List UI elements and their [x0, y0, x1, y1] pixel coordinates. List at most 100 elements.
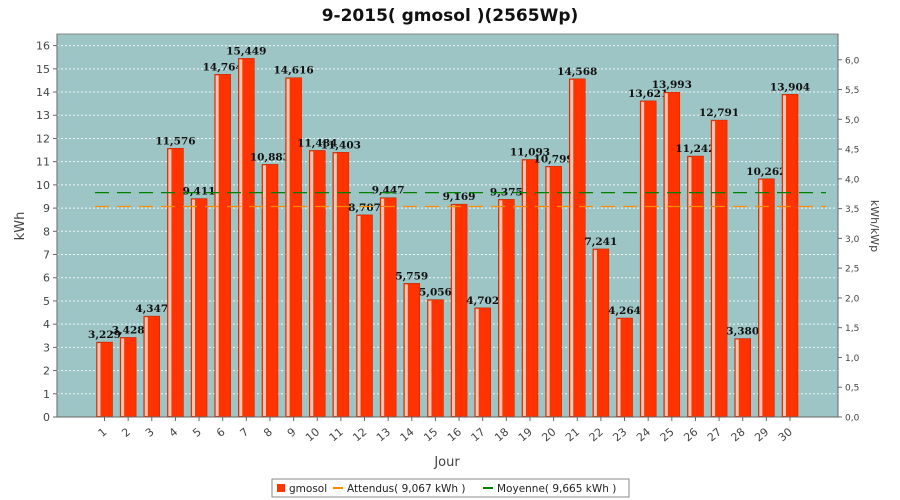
y2-tick-label: 5,0 [845, 116, 860, 126]
x-tick-label: 14 [398, 425, 417, 444]
plot-area: 0123456789101112131415160,00,51,01,52,02… [36, 33, 860, 444]
bar-value-label: 14,764 [203, 61, 243, 73]
x-tick-label: 24 [634, 425, 653, 444]
bar-highlight [712, 121, 716, 417]
y-tick-label: 6 [43, 272, 50, 285]
x-tick-label: 1 [96, 425, 110, 439]
x-tick-label: 17 [469, 425, 488, 444]
bar-value-label: 9,411 [183, 186, 216, 198]
legend-attendus-label: Attendus( 9,067 kWh ) [347, 483, 466, 495]
legend-moyenne-label: Moyenne( 9,665 kWh ) [497, 483, 616, 495]
bar-value-label: 13,621 [628, 88, 668, 100]
x-tick-label: 9 [285, 425, 299, 439]
y-tick-label: 16 [36, 40, 50, 53]
y2-tick-label: 6,0 [845, 56, 860, 66]
y-tick-label: 2 [43, 365, 50, 378]
x-tick-label: 20 [539, 425, 558, 444]
x-tick-label: 12 [350, 425, 369, 444]
bar-value-label: 3,229 [88, 329, 121, 341]
x-tick-label: 10 [303, 425, 322, 444]
x-tick-label: 7 [238, 425, 252, 439]
bar-highlight [381, 198, 385, 416]
bar-highlight [452, 205, 456, 416]
x-tick-label: 16 [445, 425, 464, 444]
bar-value-label: 9,169 [443, 191, 476, 203]
bar-value-label: 5,056 [419, 287, 452, 299]
bar-value-label: 9,447 [372, 185, 405, 197]
bar-highlight [664, 93, 668, 417]
x-tick-label: 28 [729, 425, 748, 444]
x-axis-label: Jour [433, 455, 460, 470]
bar-highlight [522, 160, 526, 416]
bar-highlight [688, 157, 692, 417]
bar-highlight [593, 249, 597, 416]
y2-tick-label: 3,0 [845, 235, 860, 245]
bar-highlight [121, 338, 125, 416]
y-tick-label: 12 [36, 132, 50, 145]
x-tick-label: 22 [587, 425, 606, 444]
y-axis-label: kWh [13, 212, 28, 241]
y-tick-label: 7 [43, 249, 50, 262]
bar-value-label: 4,702 [466, 295, 499, 307]
x-tick-label: 5 [190, 425, 204, 439]
bar-value-label: 11,093 [510, 147, 550, 159]
y-tick-label: 5 [43, 295, 50, 308]
bar-highlight [499, 200, 503, 416]
y-tick-label: 11 [36, 156, 50, 169]
legend-gmosol-label: gmosol [289, 483, 327, 495]
bar-value-label: 15,449 [226, 45, 266, 57]
bar-highlight [239, 59, 243, 417]
bar-value-label: 10,883 [250, 151, 290, 163]
bar-highlight [404, 284, 408, 416]
y-tick-label: 14 [36, 86, 50, 99]
bar-highlight [262, 165, 266, 416]
bar-value-label: 11,576 [155, 135, 195, 147]
bar-highlight [735, 339, 739, 416]
x-tick-label: 23 [610, 425, 629, 444]
bar-highlight [310, 151, 314, 416]
x-tick-label: 13 [374, 425, 393, 444]
bar-value-label: 10,262 [746, 166, 786, 178]
y2-tick-label: 5,5 [845, 86, 859, 96]
bar-highlight [783, 95, 786, 416]
bar-value-label: 8,707 [348, 202, 381, 214]
legend-box [271, 478, 630, 498]
x-tick-label: 18 [492, 425, 511, 444]
y-tick-label: 0 [43, 411, 50, 424]
bar-highlight [759, 179, 763, 416]
x-tick-label: 29 [752, 425, 771, 444]
x-tick-label: 27 [705, 425, 724, 444]
bar-value-label: 14,616 [274, 65, 314, 77]
bar-highlight [428, 300, 432, 416]
y-tick-label: 3 [43, 341, 50, 354]
bar-value-label: 11,484 [297, 137, 337, 149]
bar-highlight [475, 308, 479, 416]
bar-value-label: 12,791 [699, 107, 739, 119]
legend-gmosol-swatch [277, 484, 285, 492]
chart-title: 9-2015( gmosol )(2565Wp) [322, 6, 579, 26]
y-tick-label: 13 [36, 109, 50, 122]
y-tick-label: 9 [43, 202, 50, 215]
y2-tick-label: 2,0 [845, 294, 860, 304]
y-tick-label: 15 [36, 63, 50, 76]
y2-tick-label: 4,0 [845, 175, 860, 185]
bar-value-label: 13,904 [770, 81, 810, 93]
plot-background [56, 33, 839, 418]
x-tick-label: 11 [327, 425, 346, 444]
bar-value-label: 4,347 [135, 303, 168, 315]
x-tick-label: 21 [563, 425, 582, 444]
y-tick-label: 8 [43, 225, 50, 238]
bar-value-label: 4,264 [608, 305, 641, 317]
bar-value-label: 7,241 [584, 236, 617, 248]
bar-value-label: 3,428 [112, 324, 145, 336]
bar-highlight [570, 79, 574, 416]
bar-value-label: 10,799 [534, 153, 574, 165]
y2-tick-label: 1,0 [845, 354, 860, 364]
bar-highlight [286, 78, 290, 417]
bar-highlight [144, 317, 148, 416]
bar-value-label: 11,403 [321, 139, 361, 151]
x-tick-label: 6 [214, 425, 228, 439]
y2-tick-label: 4,5 [845, 146, 859, 156]
